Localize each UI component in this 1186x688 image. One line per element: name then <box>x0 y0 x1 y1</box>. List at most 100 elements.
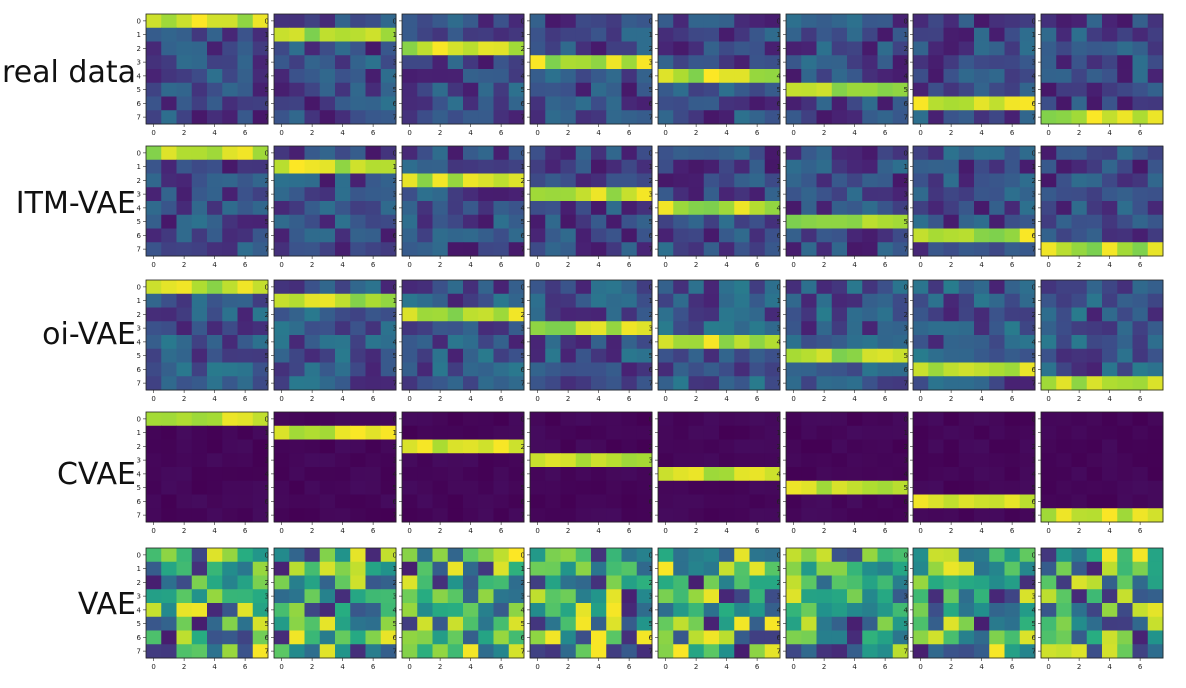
heatmap-cell <box>365 280 382 295</box>
heatmap-cell <box>974 14 990 29</box>
heatmap-cell <box>319 146 336 161</box>
heatmap-cell <box>274 412 290 427</box>
heatmap-cell <box>237 14 254 29</box>
heatmap-cell <box>252 335 269 350</box>
y-tick-label: 0 <box>649 17 653 25</box>
heatmap-cell <box>658 589 674 604</box>
heatmap-cell <box>252 280 269 295</box>
heatmap-cell <box>274 242 290 257</box>
x-tick-label: 2 <box>438 663 442 671</box>
heatmap-cell <box>913 480 929 495</box>
heatmap-cell <box>478 561 494 576</box>
heatmap-cell <box>1071 293 1088 308</box>
panel-frame <box>657 279 781 391</box>
heatmap-cell <box>161 548 177 563</box>
heatmap-cell <box>764 467 781 482</box>
heatmap-cell <box>989 575 1005 590</box>
heatmap-cell <box>508 307 525 322</box>
heatmap-cell <box>1019 228 1036 243</box>
heatmap-cell <box>658 201 674 216</box>
heatmap-cell <box>350 55 366 70</box>
heatmap-cell <box>989 321 1005 336</box>
heatmap-cell <box>335 27 351 42</box>
heatmap-cell <box>530 480 546 495</box>
heatmap-cell <box>350 96 366 111</box>
heatmap-cell <box>191 425 208 440</box>
heatmap-cell <box>335 508 351 523</box>
y-tick-label: 1 <box>649 565 653 573</box>
heatmap-cell <box>877 335 894 350</box>
heatmap-cell <box>1004 630 1021 645</box>
heatmap-cell <box>1071 96 1088 111</box>
heatmap-cell <box>719 41 735 56</box>
heatmap-cell <box>319 589 336 604</box>
y-tick-label: 6 <box>265 366 270 374</box>
heatmap-cell <box>289 69 305 84</box>
heatmap-cell <box>606 494 622 509</box>
heatmap-cell <box>1019 146 1036 161</box>
heatmap-cell <box>191 321 208 336</box>
heatmap-cell <box>816 146 833 161</box>
y-tick-label: 7 <box>1032 648 1036 656</box>
heatmap-cell <box>161 480 177 495</box>
heatmap-cell <box>1102 630 1118 645</box>
heatmap-cell <box>252 425 269 440</box>
heatmap-cell <box>1147 376 1164 391</box>
heatmap-cell <box>719 201 735 216</box>
heatmap-cell <box>1056 561 1072 576</box>
heatmap-cell <box>402 589 418 604</box>
heatmap-cell <box>892 348 909 363</box>
y-tick-label: 6 <box>137 366 142 374</box>
heatmap-cell <box>530 575 546 590</box>
y-tick-label: 7 <box>265 648 269 656</box>
y-tick-label: 7 <box>649 648 653 656</box>
heatmap-cell <box>989 412 1005 427</box>
heatmap-cell <box>1004 214 1021 229</box>
heatmap-cell <box>575 55 592 70</box>
heatmap-cell <box>319 321 336 336</box>
heatmap-cell <box>161 110 177 125</box>
y-tick-label: 1 <box>904 565 908 573</box>
y-tick-label: 2 <box>904 443 908 451</box>
y-tick-label: 3 <box>137 593 141 601</box>
heatmap-cell <box>1004 376 1021 391</box>
heatmap-cell <box>1086 439 1103 454</box>
y-tick-label: 3 <box>904 593 908 601</box>
heatmap-cell <box>764 644 781 659</box>
heatmap-cell <box>575 335 592 350</box>
heatmap-cell <box>176 201 193 216</box>
heatmap-cell <box>673 508 689 523</box>
heatmap-cell <box>847 41 863 56</box>
heatmap-cell <box>350 467 366 482</box>
heatmap-cell <box>463 603 479 618</box>
heatmap-cell <box>877 575 894 590</box>
y-tick-label: 5 <box>393 218 397 226</box>
heatmap-cell <box>1102 187 1118 202</box>
heatmap-cell <box>688 439 705 454</box>
heatmap-cell <box>146 55 162 70</box>
heatmap-cell <box>1004 228 1021 243</box>
heatmap-cell <box>289 603 305 618</box>
heatmap-cell <box>658 228 674 243</box>
heatmap-cell <box>237 589 254 604</box>
y-tick-label: 7 <box>904 512 908 520</box>
heatmap-cell <box>877 96 894 111</box>
heatmap-cell <box>432 561 449 576</box>
heatmap-cell <box>831 630 848 645</box>
panel-frame <box>401 547 525 659</box>
heatmap-cell <box>1071 412 1088 427</box>
heatmap-cell <box>928 96 944 111</box>
heatmap-cell <box>1019 55 1036 70</box>
heatmap-cell <box>350 187 366 202</box>
heatmap-cell <box>1004 348 1021 363</box>
heatmap-cell <box>764 376 781 391</box>
heatmap-cell <box>380 187 397 202</box>
heatmap-cell <box>734 293 750 308</box>
heatmap-cell <box>1132 335 1149 350</box>
heatmap-cell <box>989 27 1005 42</box>
heatmap-cell <box>530 201 546 216</box>
heatmap-cell <box>1071 589 1088 604</box>
heatmap-cell <box>621 41 638 56</box>
heatmap-cell <box>1147 242 1164 257</box>
heatmap-cell <box>1004 644 1021 659</box>
